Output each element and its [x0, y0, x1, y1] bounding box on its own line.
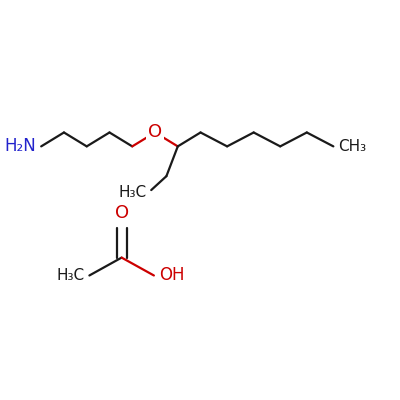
Text: O: O — [114, 204, 129, 222]
Text: OH: OH — [159, 266, 184, 284]
Text: H₂N: H₂N — [4, 137, 36, 155]
Text: H₃C: H₃C — [56, 268, 84, 283]
Text: O: O — [148, 124, 162, 142]
Text: H₃C: H₃C — [118, 184, 146, 200]
Text: CH₃: CH₃ — [338, 139, 366, 154]
